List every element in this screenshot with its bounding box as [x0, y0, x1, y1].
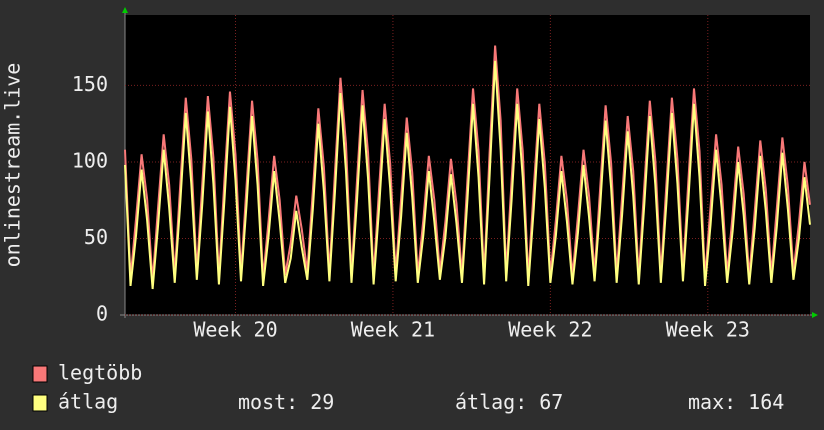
- stat-label: most:: [238, 390, 298, 414]
- y-axis-label: onlinestream.live: [1, 63, 25, 268]
- axis-arrow: [812, 312, 818, 318]
- x-tick-label: Week 20: [193, 318, 277, 342]
- x-tick-label: Week 21: [351, 318, 435, 342]
- legend-label: legtöbb: [58, 361, 142, 385]
- y-tick-label: 100: [72, 148, 108, 172]
- y-tick-label: 50: [84, 225, 108, 249]
- stat-label: max:: [688, 390, 736, 414]
- x-tick-label: Week 23: [666, 318, 750, 342]
- legend-stat: most: 29: [238, 390, 334, 414]
- axis-arrow: [122, 7, 128, 13]
- stat-value: 29: [310, 390, 334, 414]
- x-tick-label: Week 22: [508, 318, 592, 342]
- legend-stat: max: 164: [688, 390, 784, 414]
- y-tick-label: 0: [96, 302, 108, 326]
- series-line: [124, 60, 811, 290]
- legend-stat: átlag: 67: [455, 390, 563, 414]
- plot: 0 50 100 150 Week 20 Week 21 Week 22 Week 23: [72, 15, 811, 342]
- stat-label: átlag:: [455, 390, 527, 414]
- y-tick-label: 150: [72, 72, 108, 96]
- legend-swatch: [32, 365, 48, 383]
- legend-swatch: [32, 394, 48, 412]
- stat-value: 164: [748, 390, 784, 414]
- stat-value: 67: [539, 390, 563, 414]
- legend-label: átlag: [58, 390, 118, 414]
